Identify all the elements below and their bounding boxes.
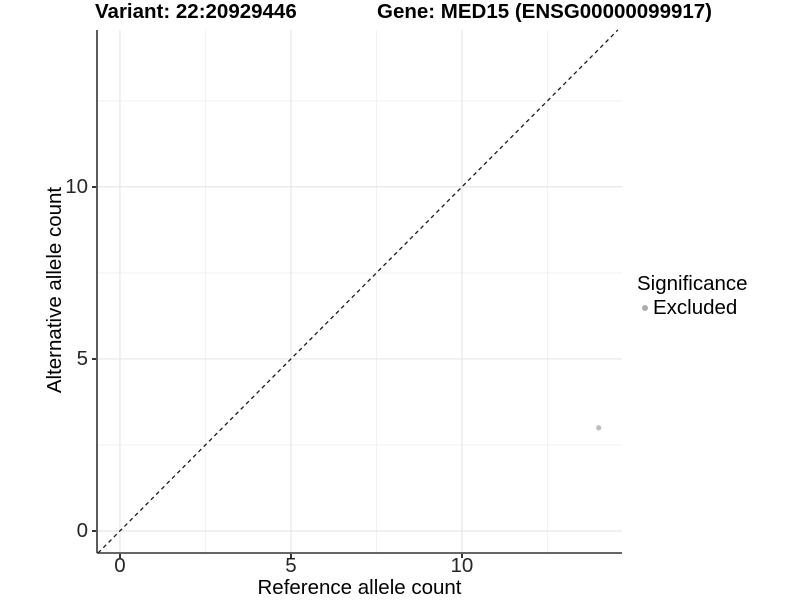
plot-panel (96, 29, 622, 554)
legend-item-excluded: Excluded (637, 296, 748, 319)
legend-item-label: Excluded (653, 296, 738, 319)
plot-title-gene: Gene: MED15 (ENSG00000099917) (377, 0, 713, 23)
plot-title-variant: Variant: 22:20929446 (95, 0, 297, 23)
legend-key-dot-icon (642, 304, 648, 311)
x-tick-mark (461, 553, 463, 559)
legend-title: Significance (637, 272, 748, 295)
y-tick-label: 0 (76, 518, 88, 542)
y-tick-label: 5 (76, 346, 88, 370)
identity-line (97, 29, 619, 554)
y-tick-label: 10 (65, 174, 88, 198)
y-tick-mark (91, 530, 97, 532)
x-tick-mark (119, 553, 121, 559)
x-tick-label: 5 (285, 554, 297, 577)
x-tick-label: 10 (450, 554, 474, 577)
y-tick-mark (91, 186, 97, 188)
y-axis-title: Alternative allele count (43, 186, 66, 394)
y-tick-mark (91, 358, 97, 360)
x-axis-title: Reference allele count (257, 576, 462, 599)
x-tick-mark (290, 553, 292, 559)
data-point (596, 425, 602, 431)
legend: Significance Excluded (637, 272, 748, 319)
x-tick-label: 0 (114, 554, 126, 577)
